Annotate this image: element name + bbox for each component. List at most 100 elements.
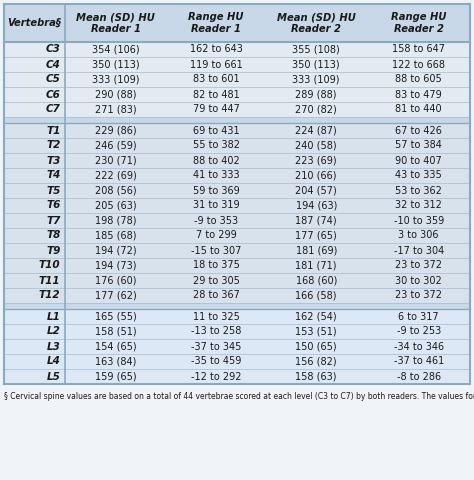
Text: L5: L5 [47,372,61,382]
Bar [4,273,470,288]
Bar [4,198,470,213]
Text: 43 to 335: 43 to 335 [395,170,442,180]
Bar [4,153,470,168]
Text: 158 to 647: 158 to 647 [392,45,445,55]
Text: 230 (71): 230 (71) [95,156,137,166]
Text: -9 to 253: -9 to 253 [397,326,441,336]
Bar [4,4,470,42]
Bar [4,309,470,324]
Text: 7 to 299: 7 to 299 [196,230,237,240]
Text: 177 (62): 177 (62) [95,290,137,300]
Text: -12 to 292: -12 to 292 [191,372,241,382]
Text: 88 to 605: 88 to 605 [395,74,442,84]
Text: -17 to 304: -17 to 304 [393,245,444,255]
Text: 181 (71): 181 (71) [295,261,337,271]
Bar [4,123,470,138]
Text: 194 (63): 194 (63) [295,201,337,211]
Text: 166 (58): 166 (58) [295,290,337,300]
Text: 204 (57): 204 (57) [295,185,337,195]
Text: 224 (87): 224 (87) [295,125,337,135]
Bar [4,102,470,117]
Text: 162 to 643: 162 to 643 [190,45,243,55]
Text: 28 to 367: 28 to 367 [192,290,239,300]
Text: 289 (88): 289 (88) [295,89,337,99]
Text: 165 (55): 165 (55) [95,312,137,322]
Text: 333 (109): 333 (109) [292,74,340,84]
Text: 79 to 447: 79 to 447 [192,105,239,115]
Text: 83 to 479: 83 to 479 [395,89,442,99]
Text: -10 to 359: -10 to 359 [393,216,444,226]
Text: 31 to 319: 31 to 319 [193,201,239,211]
Bar [4,288,470,303]
Text: -37 to 461: -37 to 461 [393,357,444,367]
Text: Vertebra§: Vertebra§ [8,18,61,28]
Text: 41 to 333: 41 to 333 [193,170,239,180]
Text: 194 (73): 194 (73) [95,261,137,271]
Bar [4,228,470,243]
Text: 176 (60): 176 (60) [95,276,137,286]
Text: T2: T2 [46,141,61,151]
Text: 90 to 407: 90 to 407 [395,156,442,166]
Text: 69 to 431: 69 to 431 [193,125,239,135]
Text: 150 (65): 150 (65) [295,341,337,351]
Text: T7: T7 [46,216,61,226]
Text: 11 to 325: 11 to 325 [192,312,239,322]
Text: C4: C4 [46,60,61,70]
Bar [4,72,470,87]
Bar [4,303,470,309]
Text: L3: L3 [47,341,61,351]
Text: T11: T11 [39,276,61,286]
Text: 270 (82): 270 (82) [295,105,337,115]
Bar [4,258,470,273]
Text: 162 (54): 162 (54) [295,312,337,322]
Text: -34 to 346: -34 to 346 [394,341,444,351]
Text: -13 to 258: -13 to 258 [191,326,241,336]
Text: § Cervical spine values are based on a total of 44 vertebrae scored at each leve: § Cervical spine values are based on a t… [4,392,474,401]
Text: 246 (59): 246 (59) [95,141,137,151]
Text: L1: L1 [47,312,61,322]
Bar [4,183,470,198]
Text: 355 (108): 355 (108) [292,45,340,55]
Text: 59 to 369: 59 to 369 [192,185,239,195]
Text: 30 to 302: 30 to 302 [395,276,442,286]
Text: T8: T8 [46,230,61,240]
Bar [4,354,470,369]
Text: 168 (60): 168 (60) [295,276,337,286]
Text: 185 (68): 185 (68) [95,230,137,240]
Text: 354 (106): 354 (106) [92,45,140,55]
Text: 177 (65): 177 (65) [295,230,337,240]
Text: T10: T10 [39,261,61,271]
Text: -37 to 345: -37 to 345 [191,341,241,351]
Text: 159 (65): 159 (65) [95,372,137,382]
Bar [4,87,470,102]
Text: 222 (69): 222 (69) [95,170,137,180]
Text: 208 (56): 208 (56) [95,185,137,195]
Text: 3 to 306: 3 to 306 [399,230,439,240]
Bar [4,243,470,258]
Text: 29 to 305: 29 to 305 [192,276,239,286]
Text: 240 (58): 240 (58) [295,141,337,151]
Text: -35 to 459: -35 to 459 [191,357,241,367]
Text: 333 (109): 333 (109) [92,74,139,84]
Text: 198 (78): 198 (78) [95,216,137,226]
Text: 119 to 661: 119 to 661 [190,60,242,70]
Text: -9 to 353: -9 to 353 [194,216,238,226]
Bar [4,213,470,228]
Text: 53 to 362: 53 to 362 [395,185,442,195]
Text: 205 (63): 205 (63) [95,201,137,211]
Text: 181 (69): 181 (69) [295,245,337,255]
Bar [4,117,470,123]
Text: 154 (65): 154 (65) [95,341,137,351]
Text: 163 (84): 163 (84) [95,357,137,367]
Text: Mean (SD) HU
Reader 2: Mean (SD) HU Reader 2 [277,12,356,34]
Bar [4,57,470,72]
Text: T6: T6 [46,201,61,211]
Text: 122 to 668: 122 to 668 [392,60,445,70]
Text: 223 (69): 223 (69) [295,156,337,166]
Text: 350 (113): 350 (113) [92,60,140,70]
Text: C5: C5 [46,74,61,84]
Text: 153 (51): 153 (51) [295,326,337,336]
Text: T4: T4 [46,170,61,180]
Text: -15 to 307: -15 to 307 [191,245,241,255]
Bar [4,138,470,153]
